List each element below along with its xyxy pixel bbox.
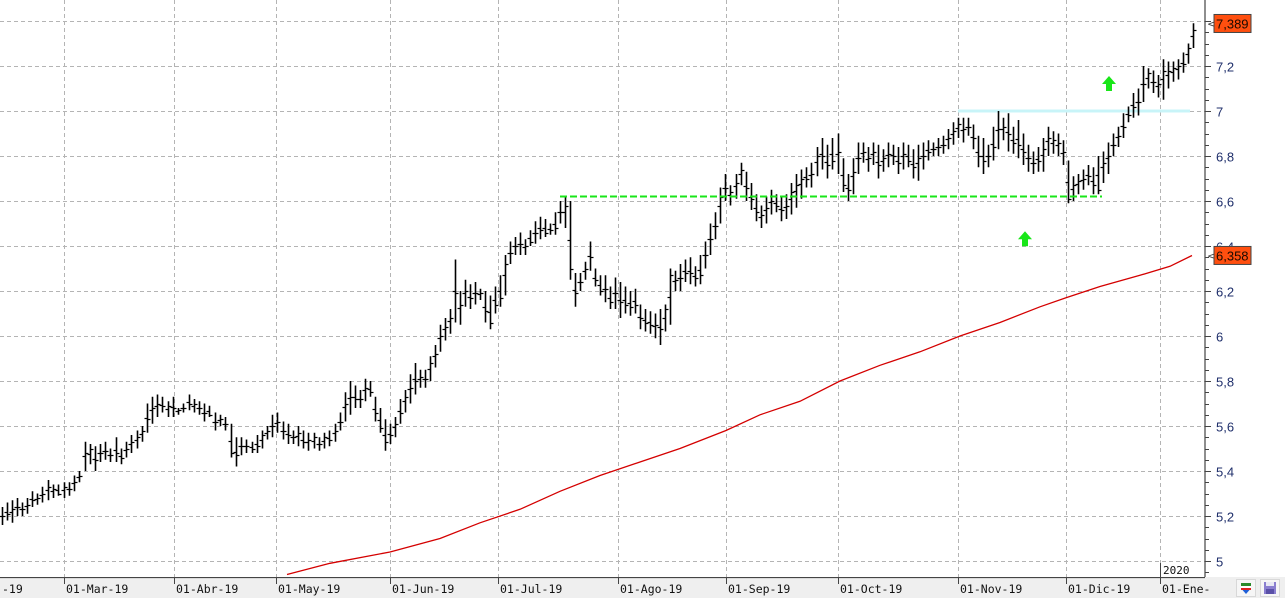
y-tick-label: 5,2 bbox=[1216, 510, 1234, 525]
price-axis[interactable]: 7,47,276,86,66,46,265,85,65,45,25 bbox=[1204, 0, 1234, 577]
price-tag bbox=[1213, 13, 1252, 33]
x-tick-label: 01-Ago-19 bbox=[620, 582, 682, 596]
vertical-gridlines bbox=[64, 0, 1161, 577]
x-tick-label: 01-Sep-19 bbox=[728, 582, 790, 596]
y-tick-label: 7 bbox=[1216, 105, 1223, 120]
save-button[interactable] bbox=[1260, 579, 1280, 597]
x-tick-label: 01-Oct-19 bbox=[840, 582, 902, 596]
chart-toolbar bbox=[1236, 579, 1285, 598]
moving-average-line bbox=[286, 254, 1193, 576]
x-tick-label: 01-Abr-19 bbox=[176, 582, 238, 596]
svg-text:<: < bbox=[1207, 249, 1216, 262]
y-tick-label: 6,2 bbox=[1216, 285, 1234, 300]
up-arrow-icons bbox=[1018, 76, 1116, 247]
x-tick-label: 01-Dic-19 bbox=[1068, 582, 1130, 596]
flag-download-button[interactable] bbox=[1236, 579, 1256, 597]
up-arrow-icon bbox=[1102, 76, 1116, 91]
price-tag bbox=[1213, 245, 1252, 265]
x-tick-label: 01-Mar-19 bbox=[66, 582, 128, 596]
flag-download-icon bbox=[1241, 583, 1251, 594]
year-marker: 2020 bbox=[1160, 563, 1190, 577]
x-tick-label: 01-Jul-19 bbox=[500, 582, 562, 596]
svg-text:<: < bbox=[1207, 17, 1216, 30]
y-tick-label: 5 bbox=[1216, 555, 1223, 570]
y-tick-label: 6,8 bbox=[1216, 150, 1234, 165]
x-tick-label: 01-Ene- bbox=[1162, 582, 1210, 596]
save-disk-icon bbox=[1264, 582, 1276, 594]
x-tick-label: 01-May-19 bbox=[278, 582, 340, 596]
date-axis-labels: -19 01-Mar-19 01-Abr-19 01-May-19 01-Jun-19 0… bbox=[0, 577, 1210, 596]
y-tick-label: 5,6 bbox=[1216, 420, 1234, 435]
y-tick-label: 7,2 bbox=[1216, 60, 1234, 75]
chart-canvas[interactable]: 7,47,276,86,66,46,265,85,65,45,25 <7,389… bbox=[0, 0, 1285, 577]
x-tick-label: -19 bbox=[2, 582, 23, 596]
x-tick-label: 01-Nov-19 bbox=[960, 582, 1022, 596]
x-tick-label: 01-Jun-19 bbox=[392, 582, 454, 596]
price-tag-label: 6,358 bbox=[1216, 248, 1249, 263]
price-bars bbox=[0, 23, 1197, 525]
y-tick-label: 6,6 bbox=[1216, 195, 1234, 210]
y-tick-label: 5,8 bbox=[1216, 375, 1234, 390]
date-axis[interactable]: -19 01-Mar-19 01-Abr-19 01-May-19 01-Jun-19 0… bbox=[0, 577, 1285, 598]
y-tick-label: 6 bbox=[1216, 330, 1223, 345]
up-arrow-icon bbox=[1018, 231, 1032, 247]
y-tick-label: 5,4 bbox=[1216, 465, 1234, 480]
price-tag-label: 7,389 bbox=[1216, 16, 1249, 31]
price-tags: <7,389< 6,358 bbox=[1207, 13, 1252, 265]
year-label: 2020 bbox=[1163, 564, 1190, 577]
